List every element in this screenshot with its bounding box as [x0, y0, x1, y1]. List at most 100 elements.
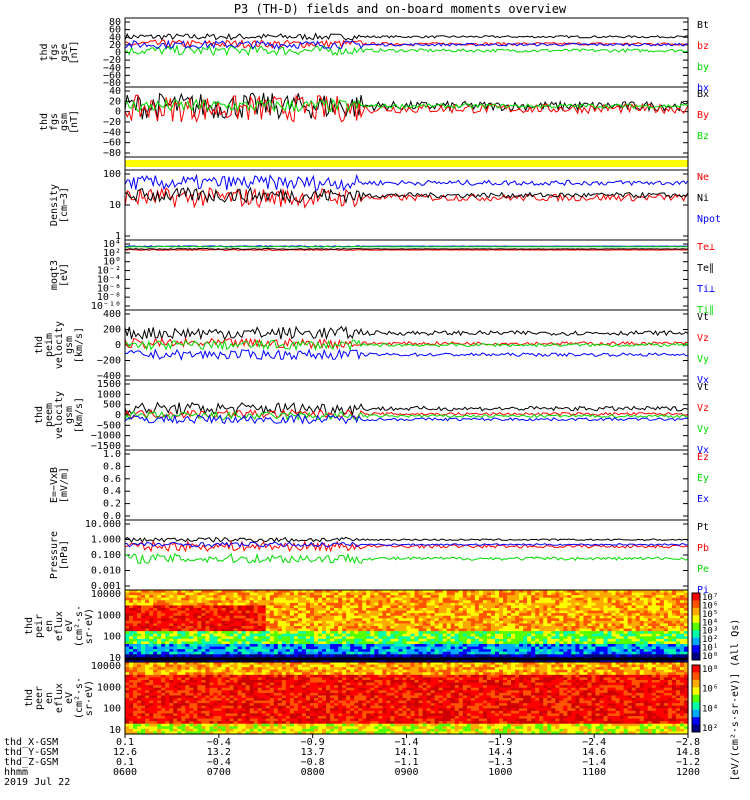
spectrogram-cell — [675, 649, 681, 653]
spectrogram-cell — [579, 610, 585, 614]
spectrogram-cell — [555, 597, 560, 601]
spectrogram-cell — [354, 628, 359, 632]
spectrogram-cell — [406, 600, 412, 604]
spectrogram-cell — [390, 608, 396, 612]
spectrogram-cell — [539, 644, 544, 648]
spectrogram-cell — [639, 626, 645, 630]
spectrogram-cell — [575, 659, 581, 663]
spectrogram-cell — [217, 664, 223, 668]
spectrogram-cell — [330, 600, 335, 604]
spectrogram-cell — [639, 623, 645, 627]
spectrogram-cell — [659, 608, 665, 612]
spectrogram-cell — [322, 659, 327, 663]
spectrogram-cell — [277, 620, 283, 625]
spectrogram-cell — [462, 613, 468, 617]
spectrogram-cell — [358, 659, 363, 663]
spectrogram-cell — [547, 636, 552, 640]
spectrogram-cell — [141, 638, 146, 643]
spectrogram-cell — [402, 615, 408, 619]
spectrogram-cell — [635, 636, 641, 640]
spectrogram-cell — [531, 590, 536, 594]
spectrogram-cell — [547, 626, 552, 630]
spectrogram-cell — [470, 633, 476, 637]
spectrogram-cell — [462, 592, 468, 596]
spectrogram-cell — [141, 620, 146, 625]
spectrogram-cell — [153, 628, 158, 632]
spectrogram-cell — [406, 623, 412, 627]
spectrogram-cell — [185, 721, 190, 725]
spectrogram-cell — [133, 610, 138, 614]
spectrogram-cell — [478, 620, 484, 625]
spectrogram-cell — [382, 597, 387, 601]
spectrogram-cell — [418, 608, 424, 612]
spectrogram-cell — [555, 602, 560, 607]
spectrogram-cell — [539, 654, 544, 658]
spectrogram-cell — [498, 615, 504, 619]
spectrogram-cell — [149, 638, 154, 643]
spectrogram-cell — [201, 682, 207, 686]
spectrogram-cell — [386, 644, 392, 648]
spectrogram-cell — [362, 615, 367, 619]
spectrogram-cell — [169, 695, 174, 699]
spectrogram-cell — [161, 718, 166, 722]
spectrogram-cell — [125, 615, 130, 619]
spectrogram-cell — [651, 644, 657, 648]
spectrogram-cell — [177, 703, 182, 707]
panel-frame — [124, 449, 689, 521]
spectrogram-cell — [201, 703, 207, 707]
spectrogram-cell — [177, 662, 182, 666]
spectrogram-cell — [245, 628, 251, 632]
spectrogram-cell — [394, 620, 400, 625]
spectrogram-cell — [193, 672, 198, 676]
spectrogram-cell — [217, 654, 223, 658]
spectrogram-cell — [245, 618, 251, 622]
ytick-label: 500 — [103, 400, 121, 411]
spectrogram-cell — [398, 651, 404, 655]
spectrogram-cell — [229, 590, 235, 594]
spectrogram-cell — [157, 608, 162, 612]
spectrogram-cell — [233, 600, 239, 604]
spectrogram-cell — [245, 605, 251, 609]
spectrogram-cell — [201, 590, 207, 594]
spectrogram-cell — [209, 654, 215, 658]
spectrogram-cell — [334, 654, 339, 658]
spectrogram-cell — [285, 636, 291, 640]
spectrogram-cell — [193, 631, 198, 635]
spectrogram-cell — [125, 664, 130, 668]
spectrogram-cell — [442, 618, 448, 622]
legend-Te⊥: Te⊥ — [697, 242, 715, 253]
spectrogram-cell — [454, 613, 460, 617]
spectrogram-cell — [474, 602, 480, 607]
spectrogram-cell — [366, 649, 371, 653]
spectrogram-cell — [595, 644, 601, 648]
spectrogram-cell — [434, 623, 440, 627]
spectrogram-cell — [374, 595, 379, 599]
spectrogram-cell — [301, 641, 307, 645]
spectrogram-cell — [486, 638, 492, 643]
spectrogram-cell — [579, 626, 585, 630]
spectrogram-cell — [535, 659, 540, 663]
spectrogram-cell — [370, 605, 375, 609]
spectrogram-cell — [133, 623, 138, 627]
ylabel-peim_velocity: thdpeimvelocitygsm[km/s] — [34, 321, 85, 369]
spectrogram-cell — [663, 615, 669, 619]
spectrogram-cell — [430, 644, 436, 648]
spectrogram-cell — [213, 703, 219, 707]
spectrogram-cell — [523, 623, 528, 627]
spectrogram-cell — [623, 602, 629, 607]
ylabel-line: gsm — [59, 113, 70, 131]
spectrogram-cell — [181, 710, 186, 715]
spectrogram-cell — [133, 608, 138, 612]
spectrogram-cell — [225, 605, 231, 609]
spectrogram-cell — [663, 626, 669, 630]
spectrogram-cell — [679, 610, 685, 614]
spectrogram-cell — [470, 649, 476, 653]
spectrogram-cell — [599, 636, 605, 640]
spectrogram-cell — [503, 659, 508, 663]
spectrogram-cell — [169, 623, 174, 627]
spectrogram-cell — [185, 685, 190, 689]
spectrogram-cell — [438, 644, 444, 648]
spectrogram-cell — [265, 626, 271, 630]
spectrogram-cell — [149, 592, 154, 596]
spectrogram-cell — [201, 687, 207, 691]
